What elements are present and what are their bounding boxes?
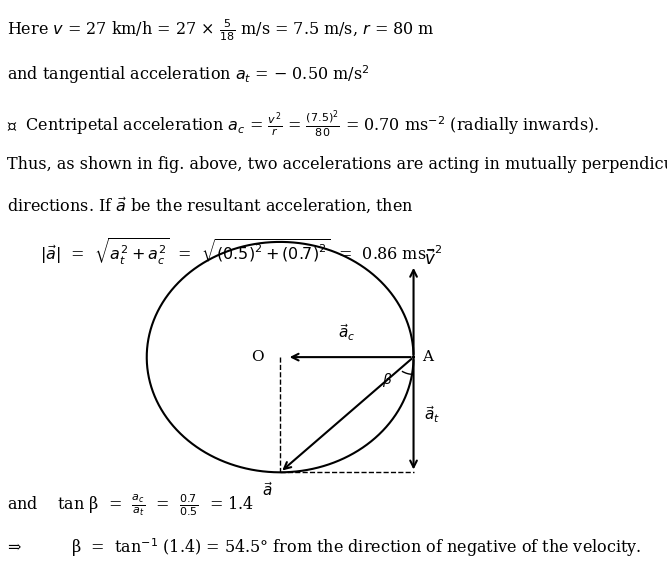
Text: $\vec{a}_c$: $\vec{a}_c$	[338, 322, 356, 343]
Text: O: O	[251, 350, 263, 364]
Text: ∴  Centripetal acceleration $a_c$ = $\frac{v^2}{r}$ = $\frac{(7.5)^2}{80}$ = 0.7: ∴ Centripetal acceleration $a_c$ = $\fra…	[7, 109, 599, 142]
Text: $\vec{a}_t$: $\vec{a}_t$	[424, 404, 440, 425]
Text: and tangential acceleration $a_t$ = − 0.50 m/s$^2$: and tangential acceleration $a_t$ = − 0.…	[7, 63, 369, 86]
Text: Here $v$ = 27 km/h = 27 × $\frac{5}{18}$ m/s = 7.5 m/s, $r$ = 80 m: Here $v$ = 27 km/h = 27 × $\frac{5}{18}$…	[7, 17, 434, 43]
Text: ⇒          β  =  tan$^{-1}$ (1.4) = 54.5° from the direction of negative of the : ⇒ β = tan$^{-1}$ (1.4) = 54.5° from the …	[7, 536, 641, 559]
Text: Thus, as shown in fig. above, two accelerations are acting in mutually perpendic: Thus, as shown in fig. above, two accele…	[7, 156, 667, 173]
Text: $\vec{a}$: $\vec{a}$	[262, 481, 273, 499]
Text: $|\vec{a}|$  =  $\sqrt{a_t^2 + a_c^2}$  =  $\sqrt{(0.5)^2 + (0.7)^2}$  =  0.86 m: $|\vec{a}|$ = $\sqrt{a_t^2 + a_c^2}$ = $…	[40, 236, 443, 267]
Text: $\beta$: $\beta$	[382, 371, 392, 389]
Text: directions. If $\vec{a}$ be the resultant acceleration, then: directions. If $\vec{a}$ be the resultan…	[7, 196, 414, 215]
Text: and    tan β  =  $\frac{a_c}{a_t}$  =  $\frac{0.7}{0.5}$  = 1.4: and tan β = $\frac{a_c}{a_t}$ = $\frac{0…	[7, 492, 253, 518]
Text: $\vec{v}$: $\vec{v}$	[424, 249, 436, 269]
Text: A: A	[422, 350, 433, 364]
